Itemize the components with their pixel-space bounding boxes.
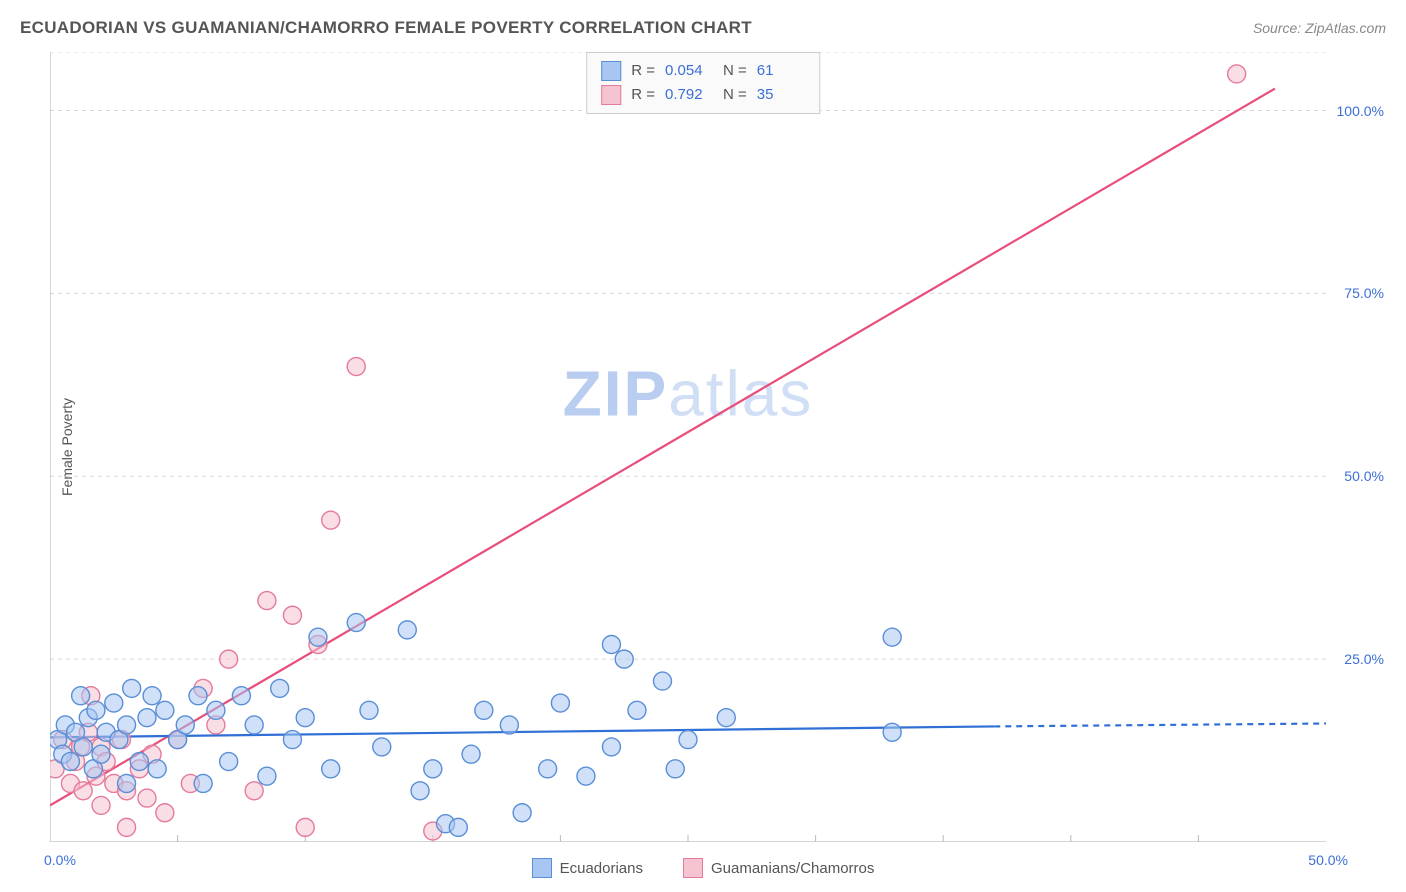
r-value-ecuadorians: 0.054 xyxy=(665,59,713,83)
legend-swatch-guamanians xyxy=(683,858,703,878)
y-tick-label: 25.0% xyxy=(1344,651,1384,667)
swatch-guamanians xyxy=(601,85,621,105)
legend-label-ecuadorians: Ecuadorians xyxy=(560,860,643,877)
svg-text:ZIPatlas: ZIPatlas xyxy=(563,357,814,429)
y-tick-label: 100.0% xyxy=(1337,103,1384,119)
legend-label-guamanians: Guamanians/Chamorros xyxy=(711,860,874,877)
chart-title: ECUADORIAN VS GUAMANIAN/CHAMORRO FEMALE … xyxy=(20,18,752,38)
stats-row-guamanians: R = 0.792 N = 35 xyxy=(601,83,805,107)
y-tick-label: 50.0% xyxy=(1344,468,1384,484)
legend-swatch-ecuadorians xyxy=(532,858,552,878)
scatter-plot: ZIPatlas xyxy=(50,52,1326,842)
chart-source: Source: ZipAtlas.com xyxy=(1253,20,1386,36)
chart-area: Female Poverty ZIPatlas 25.0%50.0%75.0%1… xyxy=(50,52,1326,842)
r-label: R = xyxy=(631,59,655,83)
correlation-stats-box: R = 0.054 N = 61 R = 0.792 N = 35 xyxy=(586,52,820,114)
stats-row-ecuadorians: R = 0.054 N = 61 xyxy=(601,59,805,83)
r-label: R = xyxy=(631,83,655,107)
r-value-guamanians: 0.792 xyxy=(665,83,713,107)
n-value-guamanians: 35 xyxy=(757,83,805,107)
n-label: N = xyxy=(723,59,747,83)
legend-item-ecuadorians: Ecuadorians xyxy=(532,858,643,878)
chart-header: ECUADORIAN VS GUAMANIAN/CHAMORRO FEMALE … xyxy=(20,18,1386,38)
swatch-ecuadorians xyxy=(601,61,621,81)
n-label: N = xyxy=(723,83,747,107)
y-tick-label: 75.0% xyxy=(1344,285,1384,301)
legend-item-guamanians: Guamanians/Chamorros xyxy=(683,858,874,878)
legend: Ecuadorians Guamanians/Chamorros xyxy=(0,858,1406,878)
n-value-ecuadorians: 61 xyxy=(757,59,805,83)
